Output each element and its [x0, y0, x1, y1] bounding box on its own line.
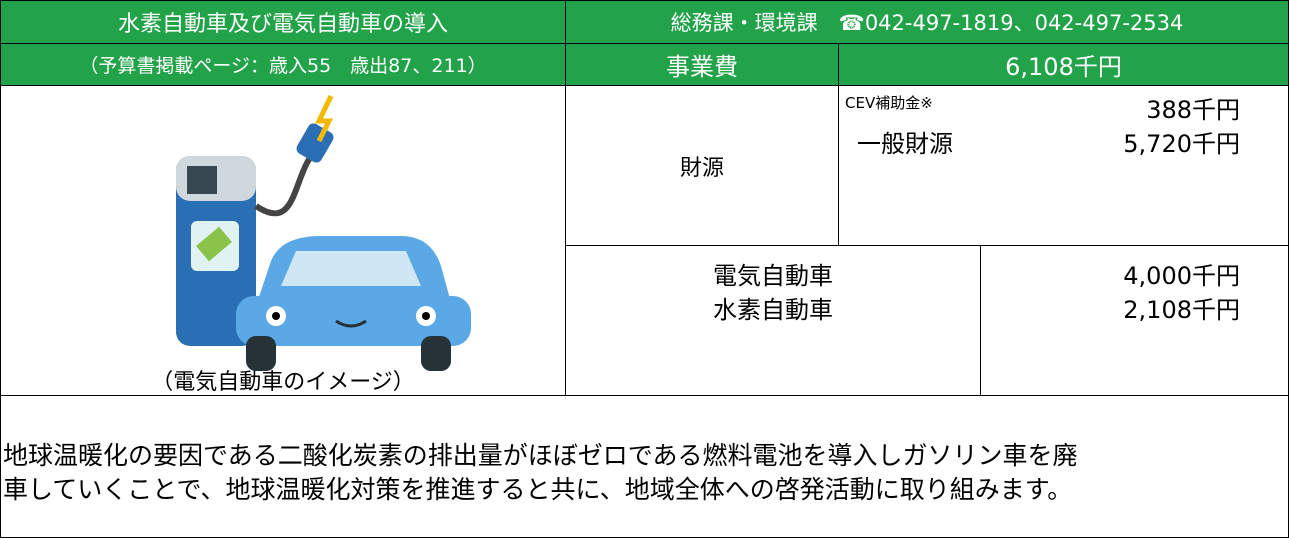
cost-value: 6,108千円 [1005, 53, 1122, 81]
breakdown-amounts-cell: 4,000千円 2,108千円 [980, 245, 1289, 396]
pages-cell: （予算書掲載ページ：歳入55 歳出87、211） [0, 43, 566, 86]
contact-cell: 総務課・環境課 ☎042-497-1819、042-497-2534 [565, 0, 1289, 44]
funding-label-cell: 財源 [565, 85, 839, 246]
illustration [176, 94, 471, 371]
funding-name: 一般財源 [857, 130, 953, 158]
breakdown-name: 電気自動車 [713, 262, 833, 290]
cost-value-cell: 6,108千円 [838, 43, 1289, 86]
funding-label: 財源 [679, 155, 724, 181]
title-cell: 水素自動車及び電気自動車の導入 [0, 0, 566, 44]
title: 水素自動車及び電気自動車の導入 [117, 12, 448, 37]
caption: （電気自動車のイメージ） [151, 370, 415, 395]
cost-label: 事業費 [666, 53, 738, 81]
funding-name: CEV補助金※ [845, 94, 933, 112]
breakdown-names-cell: 電気自動車 水素自動車 [565, 245, 981, 396]
funding-amount: 5,720千円 [1123, 130, 1240, 158]
breakdown-amount: 2,108千円 [1123, 296, 1240, 324]
breakdown-amount: 4,000千円 [1123, 262, 1240, 290]
description-cell: 地球温暖化の要因である二酸化炭素の排出量がほぼゼロである燃料電池を導入しガソリン… [0, 395, 1289, 538]
budget-pages: （予算書掲載ページ：歳入55 歳出87、211） [79, 55, 487, 77]
funding-amount: 388千円 [1146, 96, 1240, 124]
funding-cell: CEV補助金※ 388千円 一般財源 5,720千円 [838, 85, 1289, 246]
contact: 総務課・環境課 ☎042-497-1819、042-497-2534 [670, 11, 1184, 35]
description-line: 地球温暖化の要因である二酸化炭素の排出量がほぼゼロである燃料電池を導入しガソリン… [3, 441, 1078, 470]
image-cell: （電気自動車のイメージ） [0, 85, 566, 396]
cost-label-cell: 事業費 [565, 43, 839, 86]
breakdown-name: 水素自動車 [713, 296, 833, 324]
description-line: 車していくことで、地球温暖化対策を推進すると共に、地域全体への啓発活動に取り組み… [3, 475, 1073, 504]
